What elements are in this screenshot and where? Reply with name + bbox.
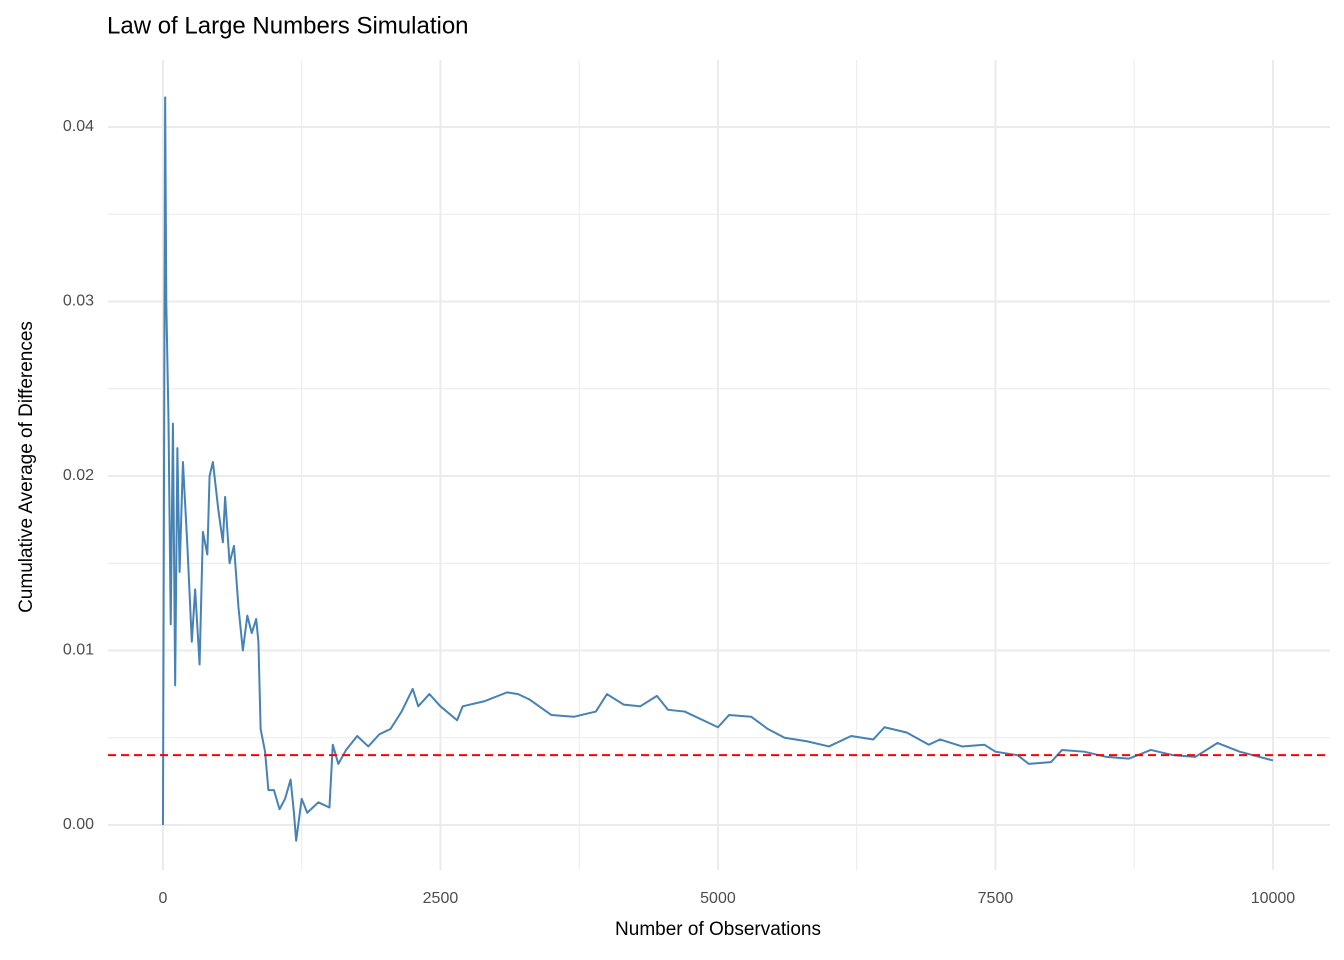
data-line — [161, 96, 1274, 842]
x-tick-label: 2500 — [423, 890, 459, 907]
x-tick-label: 5000 — [700, 890, 736, 907]
x-axis-title: Number of Observations — [615, 919, 821, 940]
y-tick-label: 0.03 — [63, 293, 94, 310]
grid — [108, 60, 1330, 870]
y-tick-label: 0.00 — [63, 816, 94, 833]
y-tick-label: 0.01 — [63, 642, 94, 659]
x-tick-label: 0 — [158, 890, 167, 907]
y-axis-title: Cumulative Average of Differences — [16, 321, 37, 613]
x-tick-label: 7500 — [978, 890, 1014, 907]
x-tick-label: 10000 — [1251, 890, 1296, 907]
plot-area — [108, 96, 1330, 842]
y-tick-label: 0.02 — [63, 467, 94, 484]
y-tick-label: 0.04 — [63, 118, 94, 135]
chart-title: Law of Large Numbers Simulation — [107, 12, 469, 39]
